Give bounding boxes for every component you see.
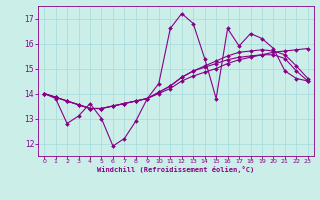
X-axis label: Windchill (Refroidissement éolien,°C): Windchill (Refroidissement éolien,°C)	[97, 166, 255, 173]
